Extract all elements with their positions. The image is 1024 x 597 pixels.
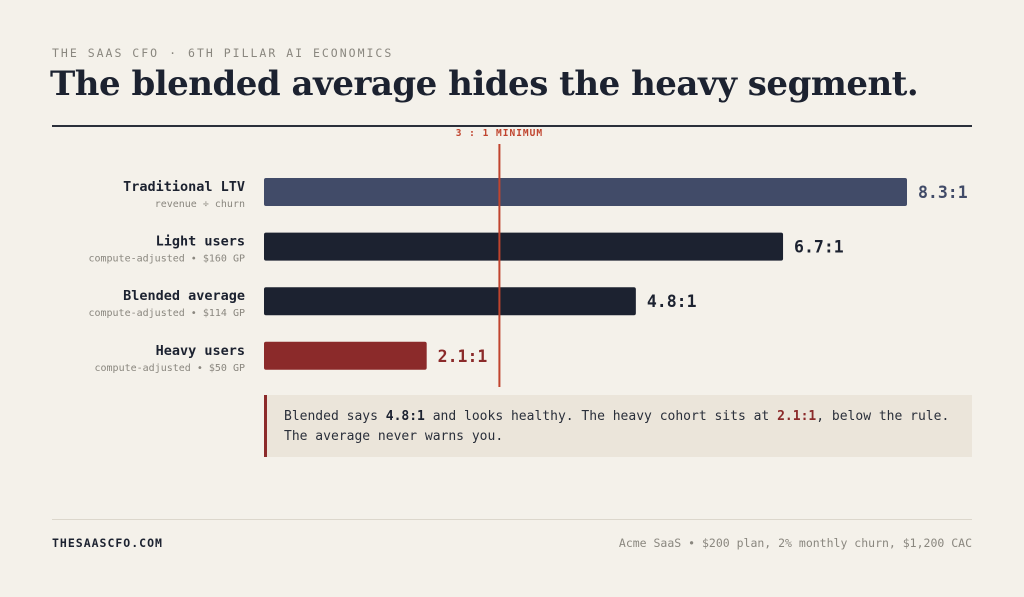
category-label: Heavy users: [156, 343, 245, 359]
bar: [264, 341, 427, 370]
category-sublabel: compute-adjusted • $50 GP: [94, 363, 245, 374]
value-label: 2.1:1: [438, 347, 488, 366]
footer-site-link[interactable]: THESAASCFO.COM: [52, 536, 163, 550]
category-sublabel: compute-adjusted • $160 GP: [88, 254, 245, 265]
category-sublabel: compute-adjusted • $114 GP: [88, 308, 245, 319]
callout-box: Blended says 4.8:1 and looks healthy. Th…: [264, 395, 972, 457]
ltv-bar-chart: Traditional LTV revenue ÷ churn 8.3:1 Light…: [88, 128, 968, 387]
callout-text-1: Blended says: [284, 409, 386, 424]
value-label: 4.8:1: [647, 292, 697, 311]
category-label: Traditional LTV: [123, 179, 245, 195]
eyebrow: THE SAAS CFO · 6TH PILLAR AI ECONOMICS: [52, 46, 393, 60]
page-title: The blended average hides the heavy segm…: [50, 64, 919, 104]
value-label: 8.3:1: [918, 183, 968, 202]
bar: [264, 178, 907, 206]
callout-text-2: and looks healthy. The heavy cohort sits…: [424, 409, 778, 424]
footer-note: Acme SaaS • $200 plan, 2% monthly churn,…: [618, 536, 972, 550]
callout-text-3: , below the rule. The average never warn…: [284, 409, 950, 444]
callout-heavy-value: 2.1:1: [777, 409, 817, 424]
title-rule: [52, 125, 972, 127]
brand-label: THE SAAS CFO: [52, 46, 160, 60]
bar: [264, 287, 636, 316]
category-sublabel: revenue ÷ churn: [155, 199, 245, 210]
category-label: Blended average: [123, 288, 245, 304]
eyebrow-separator: ·: [169, 46, 179, 60]
bar: [264, 232, 784, 261]
threshold-label: 3 : 1 MINIMUM: [456, 128, 543, 139]
footer-rule: [52, 519, 972, 520]
category-label: Light users: [156, 234, 245, 250]
value-label: 6.7:1: [794, 238, 844, 257]
callout-blended-value: 4.8:1: [385, 409, 425, 424]
section-label: 6TH PILLAR AI ECONOMICS: [188, 46, 394, 60]
